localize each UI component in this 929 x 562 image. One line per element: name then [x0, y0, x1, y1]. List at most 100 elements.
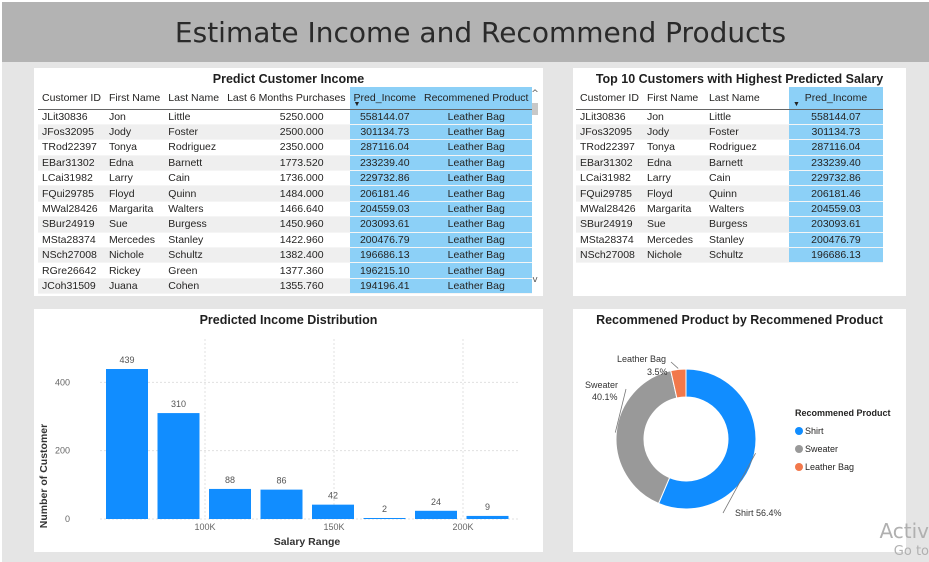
predict-income-card[interactable]: Predict Customer Income Customer ID Firs… [34, 68, 543, 296]
cell-purchases: 1736.000 [223, 170, 350, 187]
cell-product: Leather Bag [420, 185, 533, 202]
table-scrollbar[interactable]: ^ v [530, 89, 540, 285]
cell-purchases: 1450.960 [223, 216, 350, 233]
donut-slice-sweater[interactable] [615, 370, 678, 505]
cell-pred-income: 194196.41 [349, 278, 420, 295]
predict-income-table[interactable]: Customer ID First Name Last Name Last 6 … [38, 87, 533, 295]
cell-customer-id: FQui29785 [576, 185, 643, 202]
bar[interactable] [415, 510, 457, 519]
top10-col-first-name[interactable]: First Name [642, 87, 705, 110]
top10-col-customer-id[interactable]: Customer ID [576, 87, 643, 110]
col-customer-id[interactable]: Customer ID [38, 87, 105, 110]
bar[interactable] [157, 413, 200, 519]
bar[interactable] [209, 488, 251, 519]
cell-product: Leather Bag [420, 139, 533, 156]
table-row[interactable]: JFos32095 Jody Foster 2500.000 301134.73 Leat… [38, 124, 533, 141]
col-last-name[interactable]: Last Name [164, 87, 224, 110]
cell-pred-income: 558144.07 [349, 109, 420, 125]
legend-title: Recommened Product [795, 408, 891, 418]
cell-last-name: Foster [704, 124, 789, 141]
table-row[interactable]: NSch27008 Nichole Schultz 1382.400 196686.13… [38, 247, 533, 264]
top10-table[interactable]: Customer ID First Name Last Name Pred_In… [576, 87, 883, 264]
cell-customer-id: LCai31982 [576, 170, 643, 187]
scroll-down-icon[interactable]: v [532, 275, 538, 285]
donut-slice-shirt[interactable] [657, 368, 757, 510]
x-tick-label: 200K [452, 522, 473, 532]
col-recommended-product[interactable]: Recommened Product [420, 87, 533, 110]
table-row[interactable]: JFos32095 Jody Foster 301134.73 [576, 124, 883, 141]
cell-purchases: 5250.000 [223, 109, 350, 125]
bar[interactable] [106, 369, 148, 519]
cell-customer-id: SBur24919 [576, 216, 643, 233]
table-row[interactable]: TRod22397 Tonya Rodriguez 2350.000 287116.04… [38, 139, 533, 156]
cell-customer-id: MWal28426 [38, 201, 105, 218]
cell-pred-income: 233239.40 [788, 155, 883, 172]
cell-first-name: Jody [104, 124, 165, 141]
table-row[interactable]: SBur24919 Sue Burgess 203093.61 [576, 216, 883, 233]
legend-item-sweater[interactable]: Sweater [795, 440, 891, 458]
cell-pred-income: 196215.10 [349, 262, 420, 279]
table-row[interactable]: SBur24919 Sue Burgess 1450.960 203093.61 Leat… [38, 216, 533, 233]
cell-first-name: Tonya [104, 139, 165, 156]
cell-pred-income: 206181.46 [788, 185, 883, 202]
cell-product: Leather Bag [420, 124, 533, 141]
col-last-6-months[interactable]: Last 6 Months Purchases [223, 87, 350, 110]
table-row[interactable]: JLit30836 Jon Little 558144.07 [576, 109, 883, 125]
leather-bag-category-label: Leather Bag [617, 354, 666, 364]
col-pred-income[interactable]: Pred_Income ▼ [349, 87, 420, 110]
shirt-data-label: Shirt 56.4% [735, 508, 782, 518]
y-tick-label: 200 [55, 446, 70, 456]
cell-first-name: Floyd [642, 185, 705, 202]
table-row[interactable]: EBar31302 Edna Barnett 233239.40 [576, 155, 883, 172]
table-row[interactable]: TRod22397 Tonya Rodriguez 287116.04 [576, 139, 883, 156]
cell-pred-income: 196686.13 [788, 247, 883, 264]
table-row[interactable]: JCoh31509 Juana Cohen 1355.760 194196.41 Leat… [38, 278, 533, 295]
cell-last-name: Burgess [164, 216, 224, 233]
legend-dot-icon [795, 427, 803, 435]
legend-item-shirt[interactable]: Shirt [795, 422, 891, 440]
table-row[interactable]: JLit30836 Jon Little 5250.000 558144.07 Leath… [38, 109, 533, 125]
y-tick-label: 400 [55, 377, 70, 387]
income-distribution-card[interactable]: Predicted Income Distribution Number of … [34, 309, 543, 552]
legend-item-leather-bag[interactable]: Leather Bag [795, 458, 891, 476]
bar[interactable] [260, 489, 303, 519]
top10-col-pred-income[interactable]: Pred_Income ▼ [788, 87, 883, 110]
table-row[interactable]: MWal28426 Margarita Walters 1466.640 204559.… [38, 201, 533, 218]
table-row[interactable]: FQui29785 Floyd Quinn 1484.000 206181.46 Leat… [38, 185, 533, 202]
cell-last-name: Barnett [704, 155, 789, 172]
top10-card[interactable]: Top 10 Customers with Highest Predicted … [573, 68, 906, 296]
cell-pred-income: 200476.79 [788, 232, 883, 249]
cell-customer-id: EBar31302 [38, 155, 105, 172]
table-row[interactable]: MSta28374 Mercedes Stanley 1422.960 200476.7… [38, 232, 533, 249]
col-first-name[interactable]: First Name [104, 87, 165, 110]
recommended-product-card[interactable]: Recommened Product by Recommened Product… [573, 309, 906, 552]
table-row[interactable]: EBar31302 Edna Barnett 1773.520 233239.40 Lea… [38, 155, 533, 172]
bar[interactable] [466, 515, 509, 519]
bar-data-label: 2 [382, 504, 387, 514]
cell-product: Leather Bag [420, 109, 533, 125]
table-row[interactable]: FQui29785 Floyd Quinn 206181.46 [576, 185, 883, 202]
bar[interactable] [312, 504, 354, 519]
scroll-up-icon[interactable]: ^ [531, 89, 539, 99]
cell-product: Leather Bag [420, 170, 533, 187]
bar-data-label: 9 [485, 502, 490, 512]
top10-col-last-name[interactable]: Last Name [704, 87, 789, 110]
table-row[interactable]: LCai31982 Larry Cain 229732.86 [576, 170, 883, 187]
bar[interactable] [363, 518, 406, 519]
cell-first-name: Nichole [104, 247, 165, 264]
bar-data-label: 88 [225, 475, 235, 485]
table-row[interactable]: MWal28426 Margarita Walters 204559.03 [576, 201, 883, 218]
cell-last-name: Walters [704, 201, 789, 218]
scroll-thumb[interactable] [532, 103, 538, 115]
cell-pred-income: 204559.03 [788, 201, 883, 218]
cell-last-name: Cain [164, 170, 224, 187]
table-row[interactable]: RGre26642 Rickey Green 1377.360 196215.10 Lea… [38, 262, 533, 279]
donut-slice-leather-bag[interactable] [670, 368, 687, 399]
cell-customer-id: JFos32095 [38, 124, 105, 141]
table-row[interactable]: MSta28374 Mercedes Stanley 200476.79 [576, 232, 883, 249]
cell-customer-id: NSch27008 [38, 247, 105, 264]
y-axis-title: Number of Customer [38, 424, 50, 528]
table-row[interactable]: NSch27008 Nichole Schultz 196686.13 [576, 247, 883, 264]
cell-last-name: Schultz [164, 247, 224, 264]
table-row[interactable]: LCai31982 Larry Cain 1736.000 229732.86 Leath… [38, 170, 533, 187]
